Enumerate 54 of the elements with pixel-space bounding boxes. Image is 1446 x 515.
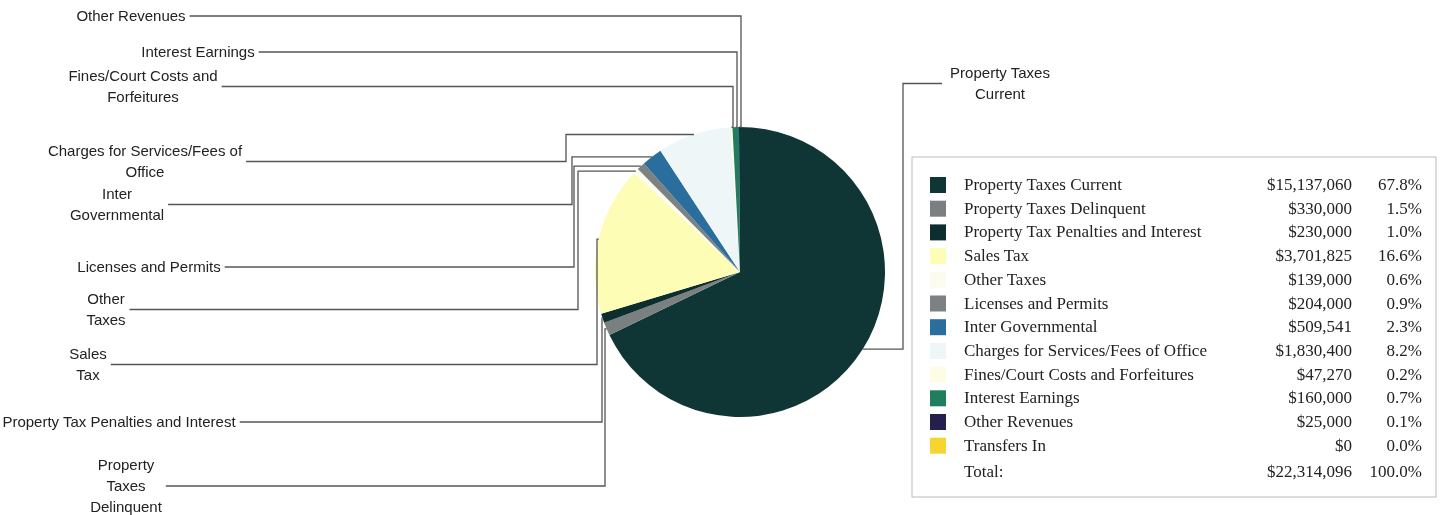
text: 0.2%: [1386, 364, 1422, 384]
text: $22,314,096: [1267, 462, 1352, 482]
slice-label: Charges for Services/Fees of Office: [47, 142, 243, 180]
text: 100.0%: [1369, 462, 1422, 482]
text: 67.8%: [1378, 175, 1422, 194]
text: 0.0%: [1386, 435, 1422, 455]
text: 0.1%: [1386, 412, 1422, 431]
data-label: $3,701,825: [1275, 246, 1352, 266]
pie-slice: [595, 173, 740, 314]
legend-label: Inter Governmental: [964, 317, 1098, 337]
data-label: $139,000: [1288, 269, 1352, 289]
slice-label: Property Tax Penalties and Interest: [2, 413, 237, 430]
text: 8.2%: [1386, 340, 1422, 360]
text: 0.7%: [1386, 388, 1422, 408]
legend-label: Licenses and Permits: [964, 293, 1109, 313]
legend-label: Property Taxes Current: [964, 175, 1123, 194]
legend-label: Sales Tax: [964, 246, 1030, 266]
data-label: $230,000: [1288, 222, 1352, 242]
data-label: $509,541: [1288, 317, 1352, 337]
data-label: $47,270: [1296, 364, 1352, 384]
data-label: $160,000: [1288, 388, 1352, 408]
text: 0.6%: [1386, 269, 1422, 289]
data-label: $1,830,400: [1275, 340, 1352, 360]
data-label: $15,137,060: [1267, 175, 1352, 194]
text: Total:: [964, 462, 1004, 482]
text: 1.5%: [1386, 198, 1422, 218]
legend-label: Property Tax Penalties and Interest: [964, 222, 1202, 242]
data-label: $204,000: [1288, 293, 1352, 313]
pie-slice: [604, 272, 740, 336]
slice-label: Property Taxes Delinquent: [90, 456, 163, 515]
slice-label: Other Revenues: [76, 7, 186, 24]
data-label: $330,000: [1288, 198, 1352, 218]
legend-label: Fines/Court Costs and Forfeitures: [964, 364, 1194, 384]
legend-label: Other Taxes: [964, 269, 1047, 289]
legend-label: Charges for Services/Fees of Office: [964, 340, 1207, 360]
text: 2.3%: [1386, 317, 1422, 337]
legend-label: Other Revenues: [964, 412, 1074, 431]
legend-label: Property Taxes Delinquent: [964, 198, 1146, 218]
legend-label: Transfers In: [964, 435, 1047, 455]
pie-slice: [660, 127, 740, 272]
slice-label: Sales Tax: [69, 345, 107, 383]
text: 1.0%: [1386, 222, 1422, 242]
text: $0: [1335, 435, 1352, 455]
slice-label: Property Taxes Current: [950, 64, 1050, 102]
text: 0.9%: [1386, 293, 1422, 313]
slice-label: Inter Governmental: [69, 185, 165, 223]
slice-label: Interest Earnings: [141, 43, 255, 60]
pie-slice: [643, 150, 740, 272]
text: 16.6%: [1378, 246, 1422, 266]
slice-label: Licenses and Permits: [77, 258, 221, 275]
slice-label: Other Taxes: [86, 290, 126, 328]
data-label: $25,000: [1296, 412, 1352, 431]
slice-label: Fines/Court Costs and Forfeitures: [68, 67, 218, 105]
legend-label: Interest Earnings: [964, 388, 1080, 408]
